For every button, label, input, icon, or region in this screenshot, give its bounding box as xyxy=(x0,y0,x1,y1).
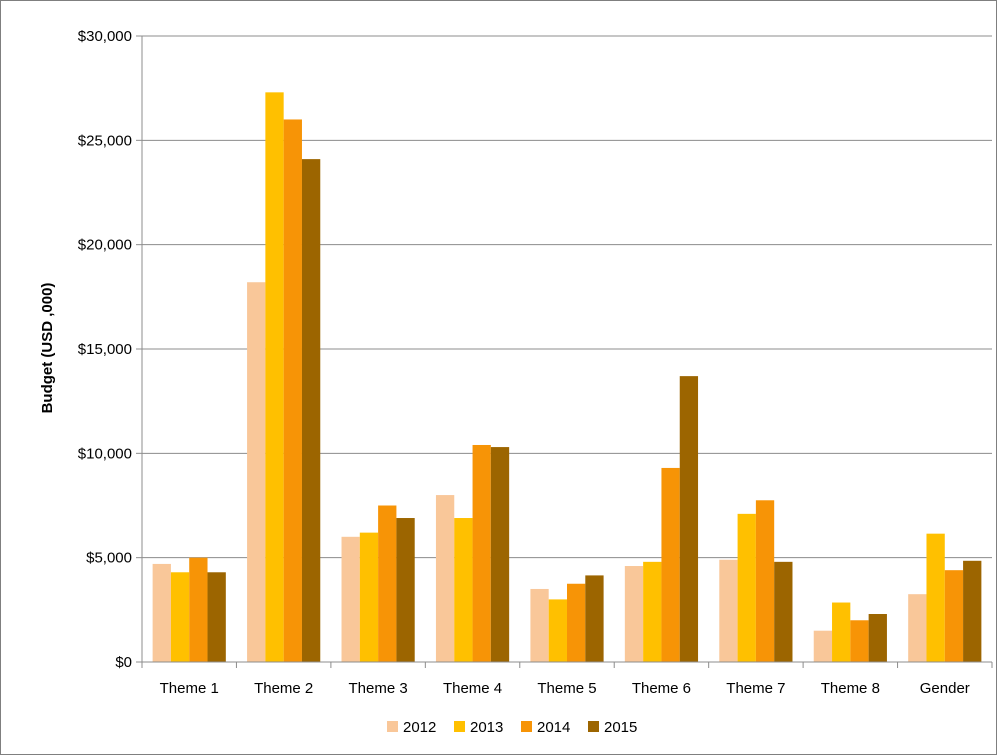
bar xyxy=(661,467,680,662)
x-tick-label: Theme 8 xyxy=(821,680,880,697)
bar xyxy=(737,513,756,662)
bar xyxy=(301,159,321,662)
bar xyxy=(585,575,604,662)
bar xyxy=(643,561,662,662)
y-tick-label: $30,000 xyxy=(78,28,132,45)
bar xyxy=(944,570,964,662)
y-axis-title: Budget (USD ,000) xyxy=(39,283,56,414)
bar xyxy=(868,614,887,662)
bars xyxy=(152,92,982,663)
bar xyxy=(247,282,266,662)
bar xyxy=(774,561,793,662)
y-tick-label: $10,000 xyxy=(78,445,132,462)
bar xyxy=(908,594,927,662)
bar xyxy=(189,557,208,662)
bar xyxy=(283,119,302,662)
bar xyxy=(832,602,851,662)
legend-label: 2012 xyxy=(403,719,436,736)
x-tick-label: Theme 3 xyxy=(349,680,408,697)
y-tick-label: $0 xyxy=(115,654,132,671)
bar xyxy=(963,560,982,662)
bar xyxy=(624,566,644,662)
bar xyxy=(567,583,586,662)
bar xyxy=(378,505,397,662)
legend-swatch xyxy=(387,721,398,732)
axes xyxy=(136,35,993,668)
y-tick-label: $5,000 xyxy=(86,550,132,567)
y-tick-labels: $0 $5,000 $10,000 $15,000 $20,000 $25,000 $30,… xyxy=(78,28,132,671)
legend-swatch xyxy=(521,721,532,732)
bar xyxy=(813,630,833,662)
bar xyxy=(719,559,738,662)
bar xyxy=(170,572,190,662)
legend-label: 2014 xyxy=(537,719,570,736)
legend: 2012 2013 2014 2015 xyxy=(387,719,637,736)
x-tick-label: Theme 2 xyxy=(254,680,313,697)
x-tick-label: Theme 4 xyxy=(443,680,502,697)
x-tick-label: Theme 1 xyxy=(160,680,219,697)
y-tick-label: $15,000 xyxy=(78,341,132,358)
bar xyxy=(472,444,491,662)
x-tick-label: Gender xyxy=(920,680,970,697)
x-tick-labels: Theme 1 Theme 2 Theme 3 Theme 4 Theme 5 Theme… xyxy=(160,680,970,697)
bar xyxy=(341,536,360,662)
bar xyxy=(926,533,945,662)
bar xyxy=(207,572,226,662)
bar xyxy=(548,599,567,662)
bar xyxy=(359,532,379,662)
bar xyxy=(490,447,510,662)
y-tick-label: $25,000 xyxy=(78,132,132,149)
bar xyxy=(396,518,415,662)
bar xyxy=(435,495,455,662)
bar xyxy=(152,563,171,662)
bar xyxy=(850,620,869,662)
x-tick-label: Theme 5 xyxy=(537,680,596,697)
bar xyxy=(755,500,775,662)
x-tick-label: Theme 7 xyxy=(726,680,785,697)
legend-swatch xyxy=(454,721,465,732)
bar xyxy=(265,92,284,663)
bar xyxy=(530,588,549,662)
bar xyxy=(679,376,699,662)
legend-label: 2015 xyxy=(604,719,637,736)
legend-label: 2013 xyxy=(470,719,503,736)
y-tick-label: $20,000 xyxy=(78,237,132,254)
legend-swatch xyxy=(588,721,599,732)
bar xyxy=(454,518,473,662)
x-tick-label: Theme 6 xyxy=(632,680,691,697)
